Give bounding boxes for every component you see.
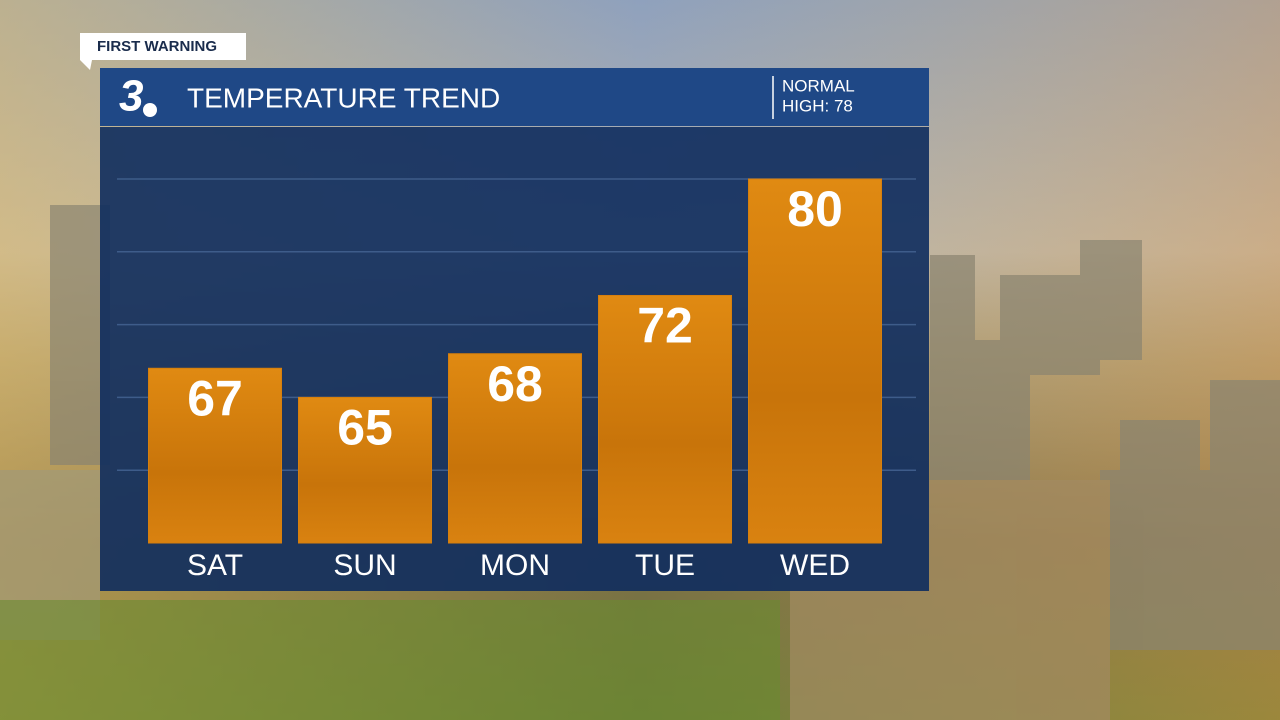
banner-box bbox=[80, 33, 246, 70]
value-label: 72 bbox=[637, 298, 693, 354]
bar bbox=[148, 367, 282, 544]
value-label: 65 bbox=[337, 400, 393, 456]
plot: 67 SAT 65 SUN 68 MON 72 TUE 80 WED bbox=[117, 178, 916, 582]
normal-high: HIGH: 78 bbox=[782, 96, 853, 115]
station-logo: 3 bbox=[119, 72, 143, 121]
bar bbox=[298, 396, 432, 544]
x-tick-label: SUN bbox=[333, 549, 396, 582]
value-label: 68 bbox=[487, 356, 543, 412]
normal-label: NORMAL bbox=[782, 76, 855, 95]
banner: FIRST WARNING bbox=[97, 38, 217, 55]
x-tick-label: MON bbox=[480, 549, 550, 582]
chart-title: TEMPERATURE TREND bbox=[187, 82, 500, 113]
bar bbox=[598, 294, 732, 544]
bar bbox=[748, 178, 882, 544]
city-skyline bbox=[0, 205, 1280, 720]
bar bbox=[448, 353, 582, 544]
x-tick-label: WED bbox=[780, 549, 850, 582]
value-label: 80 bbox=[787, 181, 843, 237]
value-label: 67 bbox=[187, 370, 243, 426]
x-tick-label: TUE bbox=[635, 549, 695, 582]
logo-eye bbox=[143, 103, 157, 117]
x-tick-label: SAT bbox=[187, 549, 243, 582]
park bbox=[0, 600, 780, 720]
header bbox=[100, 68, 929, 126]
